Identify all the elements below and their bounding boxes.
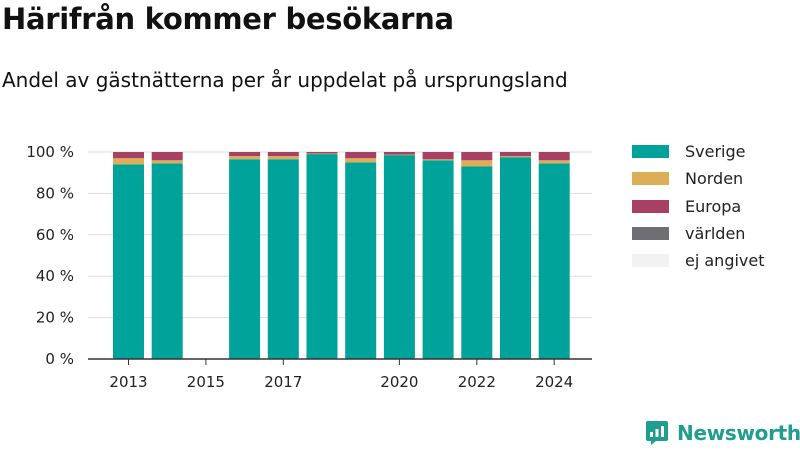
y-tick-label: 80 % <box>36 184 74 202</box>
bar-segment-Norden-2024 <box>538 160 570 164</box>
legend-label: Sverige <box>685 142 746 162</box>
legend-swatch <box>632 227 669 241</box>
legend-label: Europa <box>685 196 742 216</box>
y-tick-label: 60 % <box>36 226 74 244</box>
y-tick-label: 40 % <box>36 267 74 285</box>
x-tick-label: 2020 <box>380 373 418 391</box>
bar-segment-Europa-2022 <box>461 152 493 161</box>
legend-item-världen: världen <box>632 220 765 247</box>
bar-segment-Norden-2013 <box>113 158 144 165</box>
legend-item-Europa: Europa <box>632 193 765 220</box>
axes: 0 % 20 % 40 % 60 % 80 % 100 % 2013 2015 2017 2020… <box>26 143 592 391</box>
bar-segment-Europa-2018 <box>306 152 338 154</box>
bar-segment-Sverige-2023 <box>500 157 531 359</box>
bar-segment-Norden-2017 <box>267 156 299 160</box>
bar-segment-Norden-2018 <box>306 153 338 155</box>
bar-segment-Sverige-2016 <box>229 159 261 359</box>
chart-title: Härifrån kommer besökarna <box>2 2 454 36</box>
legend: Sverige Norden Europa världen ej angivet <box>632 138 765 274</box>
x-tick-label: 2017 <box>264 373 302 391</box>
legend-item-Sverige: Sverige <box>632 138 765 165</box>
bar-segment-Norden-2020 <box>383 154 415 156</box>
bars <box>113 152 570 359</box>
bar-segment-Sverige-2020 <box>383 155 415 359</box>
x-tick-label: 2013 <box>109 373 147 391</box>
brand-logo: Newsworthy <box>645 420 800 446</box>
chart-subtitle: Andel av gästnätterna per år uppdelat på… <box>2 68 568 92</box>
bar-segment-Europa-2017 <box>267 152 299 157</box>
legend-swatch <box>632 172 669 186</box>
bar-segment-Europa-2023 <box>500 152 531 157</box>
bar-segment-Europa-2020 <box>383 152 415 155</box>
bar-segment-Europa-2021 <box>422 152 454 160</box>
y-tick-label: 100 % <box>26 143 74 161</box>
legend-label: världen <box>685 224 746 244</box>
y-tick-label: 20 % <box>36 309 74 327</box>
bar-segment-Europa-2024 <box>538 152 570 161</box>
bar-segment-Europa-2014 <box>151 152 183 161</box>
bar-segment-Sverige-2017 <box>267 159 299 359</box>
bar-segment-Norden-2021 <box>422 159 454 161</box>
y-tick-label: 0 % <box>45 350 74 368</box>
x-tick-label: 2015 <box>187 373 225 391</box>
bar-segment-Sverige-2013 <box>113 164 144 359</box>
brand-name: Newsworthy <box>677 421 800 445</box>
bar-segment-Norden-2016 <box>229 156 261 160</box>
newsworthy-logo-icon <box>646 421 668 445</box>
bar-segment-Norden-2019 <box>345 158 377 163</box>
bar-segment-Sverige-2018 <box>306 154 338 359</box>
legend-item-Norden: Norden <box>632 165 765 192</box>
legend-swatch <box>632 145 669 159</box>
bar-segment-Norden-2022 <box>461 160 493 167</box>
bar-segment-Sverige-2021 <box>422 160 454 359</box>
legend-swatch <box>632 254 669 268</box>
x-tick-label: 2022 <box>458 373 496 391</box>
legend-swatch <box>632 199 669 213</box>
bar-segment-Sverige-2022 <box>461 166 493 359</box>
bar-segment-Sverige-2019 <box>345 162 377 359</box>
legend-item-ej-angivet: ej angivet <box>632 247 765 274</box>
bar-segment-Norden-2014 <box>151 160 183 164</box>
bar-segment-Europa-2019 <box>345 152 377 159</box>
x-tick-label: 2024 <box>535 373 573 391</box>
legend-label: ej angivet <box>685 251 765 271</box>
bar-segment-Norden-2023 <box>500 156 531 158</box>
bar-segment-Europa-2016 <box>229 152 261 157</box>
legend-label: Norden <box>685 169 744 189</box>
bar-segment-Sverige-2024 <box>538 163 570 359</box>
bar-segment-Sverige-2014 <box>151 163 183 359</box>
bar-segment-Europa-2013 <box>113 152 144 159</box>
